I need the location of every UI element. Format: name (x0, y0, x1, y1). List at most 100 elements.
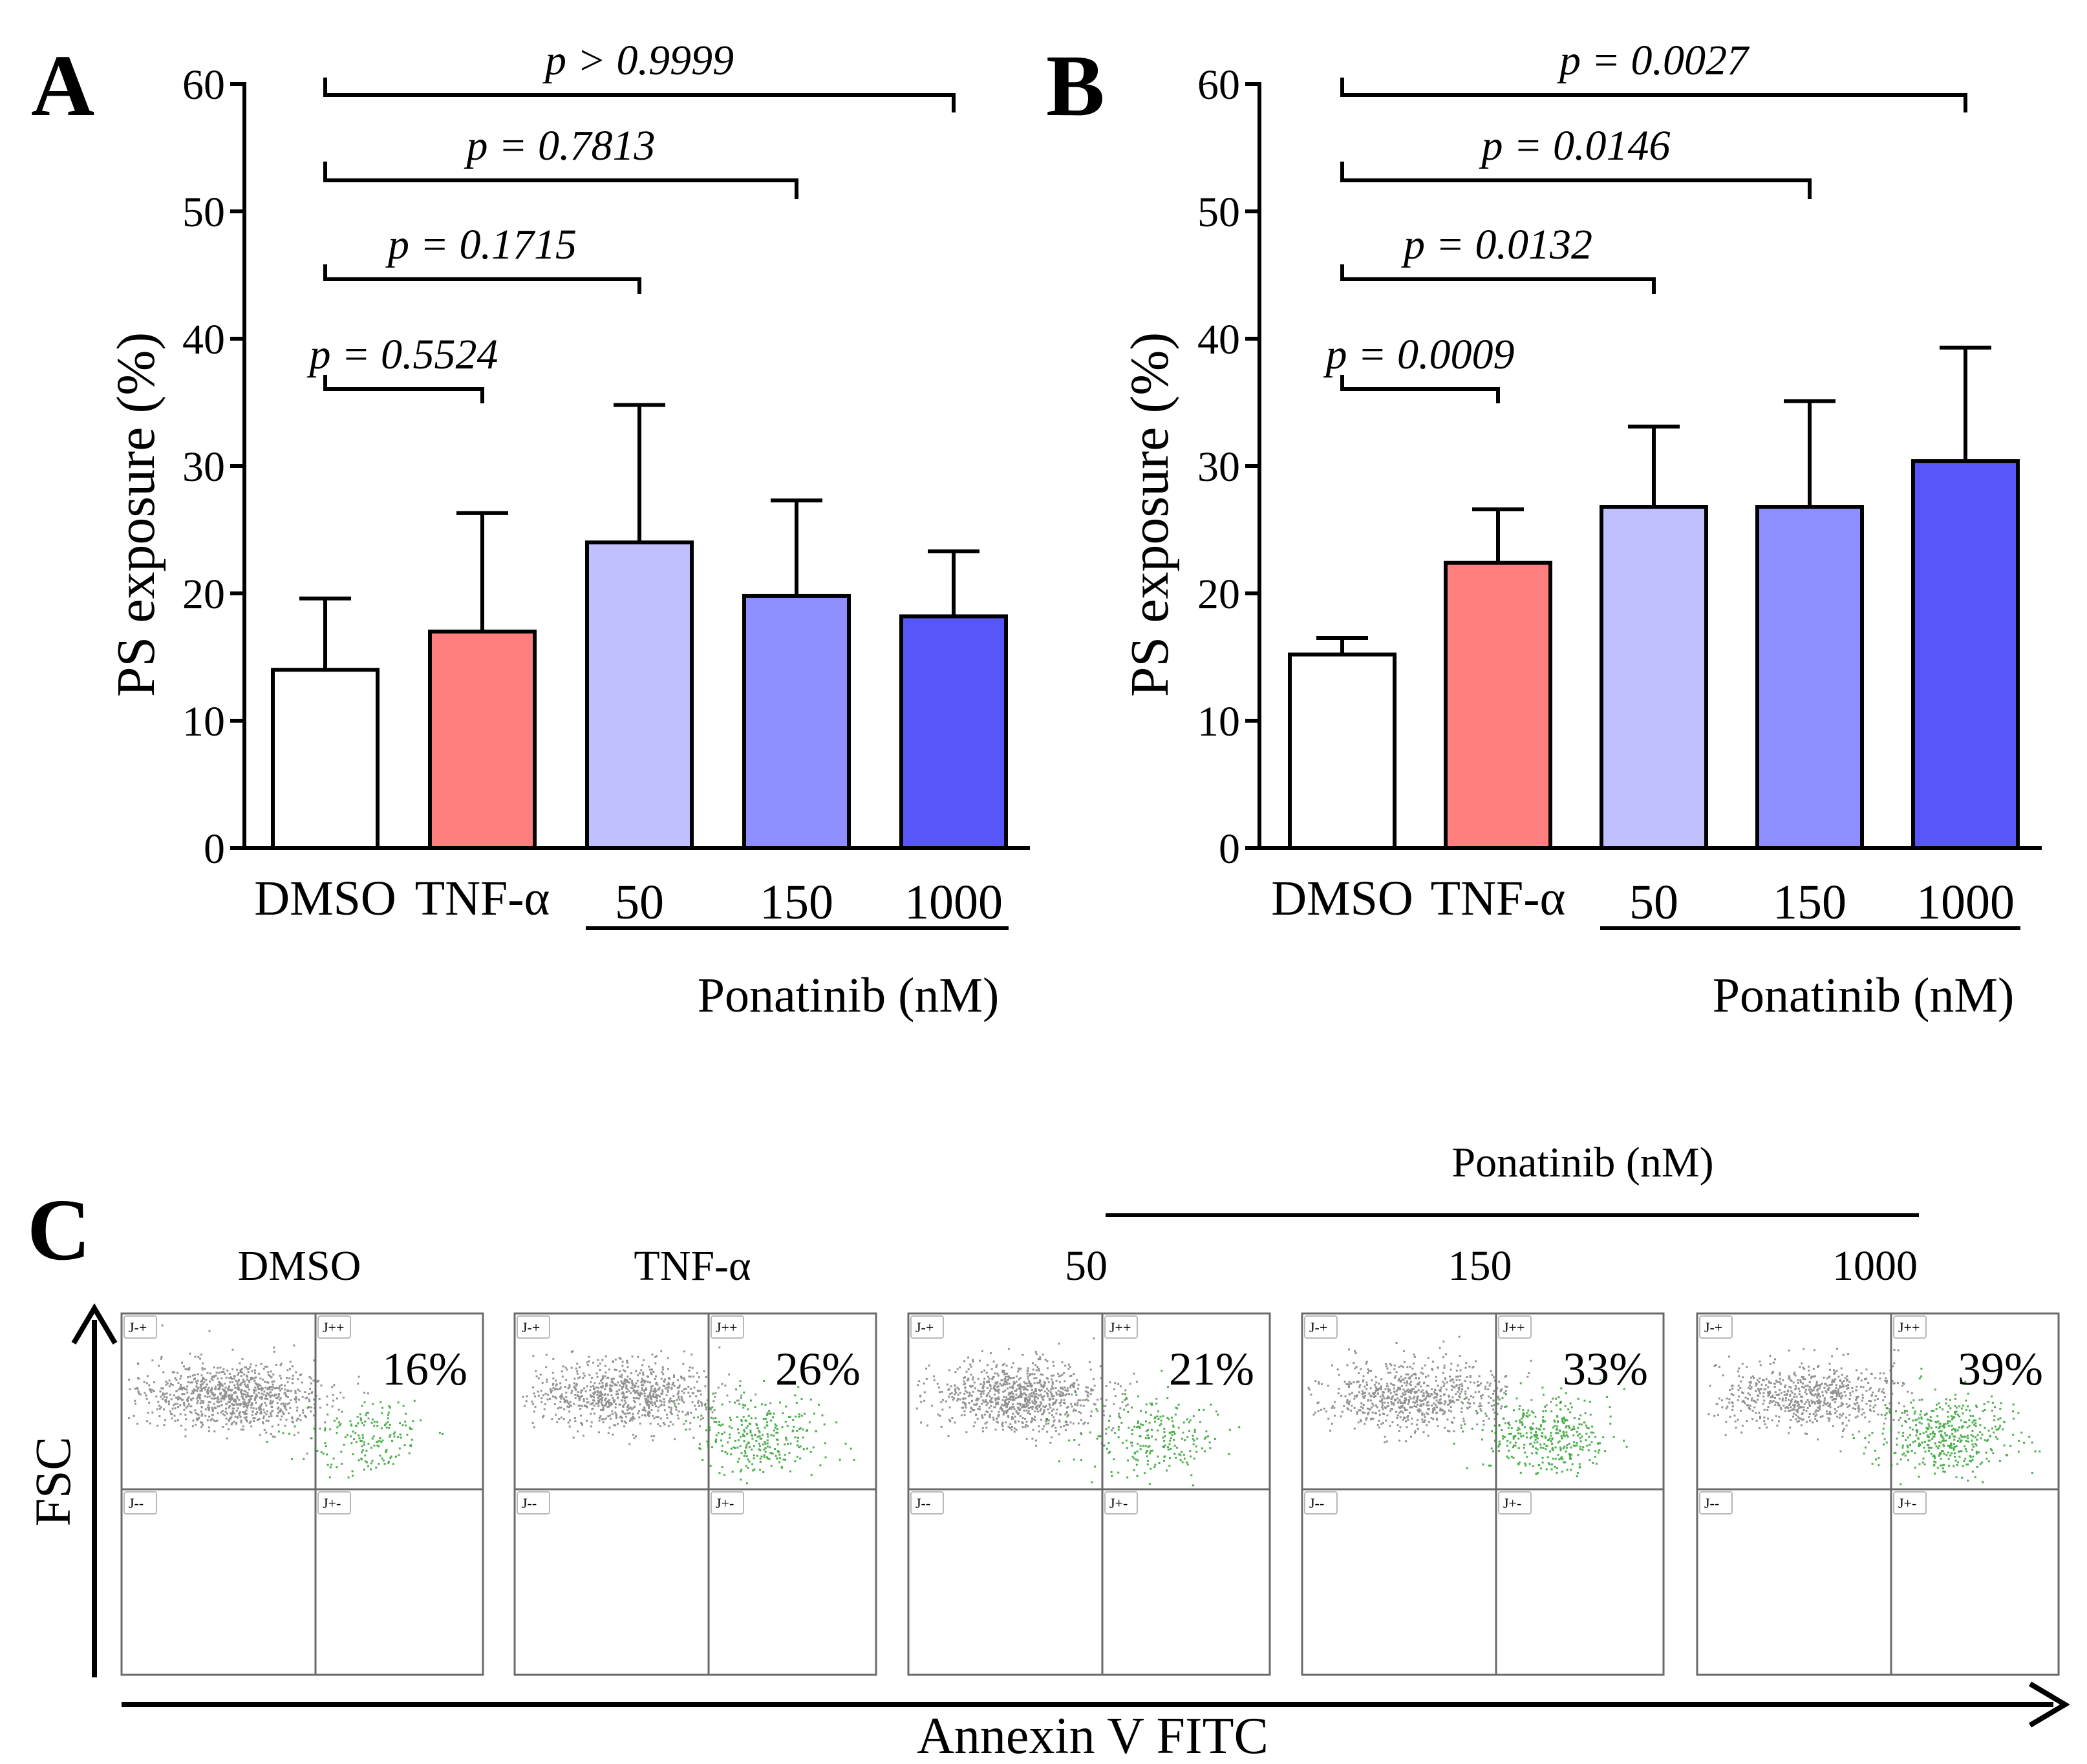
dot-plot-condition-label: TNF-α (634, 1242, 751, 1290)
panel-c-group-label: Ponatinib (nM) (1451, 1139, 1713, 1186)
dot-plot: J-+ J++ J-- J+- 33% (1301, 1312, 1665, 1676)
quadrant-label-box (123, 1491, 157, 1514)
quadrant-label-box (910, 1491, 944, 1514)
y-tick-label: 50 (1197, 189, 1240, 236)
y-tick-label: 30 (1197, 443, 1240, 491)
quadrant-label: J-+ (522, 1319, 540, 1335)
y-tick-label: 10 (182, 698, 225, 745)
dot-plot: J-+ J++ J-- J+- 26% (513, 1312, 877, 1676)
panel-c: C Ponatinib (nM) FSC Annexin V FITC DMSO… (25, 1139, 2070, 1764)
comparison-bracket (323, 264, 641, 294)
quadrant-label-box (711, 1491, 744, 1514)
percent-positive-label: 33% (1563, 1343, 1648, 1395)
panel-c-x-arrowhead (2028, 1681, 2070, 1728)
bar (1288, 652, 1397, 850)
panel-label-a: A (31, 37, 94, 134)
bar (585, 540, 694, 850)
panel-c-y-arrowhead (71, 1303, 118, 1345)
bar (1911, 459, 2020, 850)
x-tick-label: DMSO (1271, 871, 1413, 926)
annexin-negative-events (128, 1324, 370, 1455)
bar (1444, 560, 1552, 850)
dot-plot-frame (1301, 1312, 1665, 1676)
dot-plot-condition-label: 50 (1065, 1242, 1108, 1290)
annexin-negative-events (1707, 1348, 1921, 1452)
quadrant-label-box (1893, 1491, 1927, 1514)
comparison-p-value: p = 0.1715 (385, 221, 577, 268)
dot-plot: J-+ J++ J-- J+- 16% (120, 1312, 484, 1676)
quadrant-label-box (1498, 1315, 1532, 1339)
bar (899, 614, 1008, 851)
percent-positive-label: 21% (1169, 1343, 1254, 1395)
comparison-bracket (1340, 162, 1812, 199)
y-tick-label: 0 (1219, 825, 1240, 873)
x-tick-label: 50 (615, 875, 664, 930)
quadrant-label-box (517, 1315, 550, 1339)
x-tick-label: TNF-α (1431, 871, 1566, 926)
quadrant-label: J-- (1704, 1495, 1719, 1511)
x-tick-label: 50 (1629, 875, 1678, 930)
x-tick-label: DMSO (254, 871, 396, 926)
quadrant-label: J+- (1503, 1495, 1521, 1511)
x-tick-label: 1000 (1916, 875, 2015, 930)
panel-b-ponatinib-group-label: Ponatinib (nM) (1713, 968, 2015, 1023)
x-tick-label: 150 (760, 875, 833, 930)
quadrant-label-box (1104, 1491, 1138, 1514)
comparison-bracket (1340, 375, 1500, 403)
comparison-p-value: p = 0.0027 (1557, 37, 1750, 84)
annexin-positive-events (1852, 1367, 2041, 1485)
dot-plot-frame (120, 1312, 484, 1676)
y-tick-label: 40 (182, 316, 225, 363)
quadrant-label-box (1498, 1491, 1532, 1514)
quadrant-label-box (1699, 1315, 1733, 1339)
quadrant-label-box (910, 1315, 944, 1339)
annexin-negative-events (522, 1346, 772, 1445)
comparison-p-value: p = 0.7813 (464, 122, 655, 169)
percent-positive-label: 39% (1958, 1343, 2043, 1395)
x-tick-label: 150 (1773, 875, 1846, 930)
quadrant-label-box (1699, 1491, 1733, 1514)
quadrant-label: J++ (1503, 1319, 1525, 1335)
comparison-p-value: p = 0.5524 (306, 331, 498, 378)
y-tick-label: 60 (182, 61, 225, 109)
dot-plot-frame (907, 1312, 1271, 1676)
bar (271, 668, 380, 850)
quadrant-label-box (317, 1491, 351, 1514)
quadrant-label: J-+ (1309, 1319, 1327, 1335)
percent-positive-label: 16% (382, 1343, 467, 1395)
bar (428, 630, 537, 850)
dot-plot-frame (1696, 1312, 2060, 1676)
dot-plot: J-+ J++ J-- J+- 21% (907, 1312, 1271, 1676)
y-tick-label: 20 (182, 571, 225, 618)
comparison-bracket (323, 375, 484, 403)
quadrant-label: J-- (1309, 1495, 1324, 1511)
quadrant-label: J++ (1109, 1319, 1131, 1335)
quadrant-label: J+- (1898, 1495, 1916, 1511)
comparison-p-value: p = 0.0146 (1479, 122, 1670, 169)
panel-a-y-axis-title: PS exposure (%) (106, 332, 166, 697)
bar (742, 593, 851, 850)
comparison-bracket (323, 162, 798, 199)
panel-a-ponatinib-group-label: Ponatinib (nM) (698, 968, 1000, 1023)
quadrant-label: J-- (129, 1495, 144, 1511)
comparison-p-value: p = 0.0009 (1323, 331, 1514, 378)
quadrant-label: J-- (915, 1495, 930, 1511)
comparison-bracket (323, 78, 956, 112)
x-tick-label: TNF-α (415, 871, 550, 926)
comparison-p-value: p > 0.9999 (542, 37, 734, 84)
quadrant-label-box (1104, 1315, 1138, 1339)
panel-label-b: B (1046, 37, 1105, 134)
comparison-bracket (1340, 264, 1656, 294)
dot-plot-frame (513, 1312, 877, 1676)
x-tick-label: 1000 (904, 875, 1003, 930)
quadrant-label: J+- (323, 1495, 341, 1511)
panel-b: B PS exposure (%) Ponatinib (nM) 0 10 20 30… (1046, 37, 2042, 1023)
dot-plot-condition-label: DMSO (238, 1242, 361, 1290)
panel-c-x-axis-title: Annexin V FITC (917, 1708, 1268, 1764)
quadrant-label: J++ (323, 1319, 344, 1335)
dot-plot-condition-label: 1000 (1832, 1242, 1918, 1290)
panel-c-y-axis-title: FSC (25, 1437, 81, 1527)
quadrant-label: J-+ (129, 1319, 147, 1335)
quadrant-label: J+- (1109, 1495, 1128, 1511)
